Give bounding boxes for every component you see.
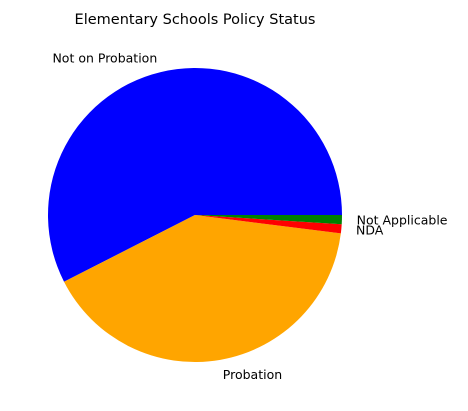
- pie-slices: [47, 68, 343, 363]
- pie-label-nda: NDA: [356, 223, 384, 238]
- pie-label-not-on-probation: Not on Probation: [52, 50, 157, 65]
- pie-slice-nda: [195, 215, 342, 234]
- pie-slice-not-applicable: [195, 215, 342, 225]
- pie-label-not-applicable: Not Applicable: [357, 213, 448, 228]
- pie-label-probation: Probation: [223, 367, 282, 382]
- pie-slice-not-on-probation: [47, 68, 343, 282]
- pie-slice-probation: [64, 215, 341, 363]
- chart-title: Elementary Schools Policy Status: [75, 12, 316, 28]
